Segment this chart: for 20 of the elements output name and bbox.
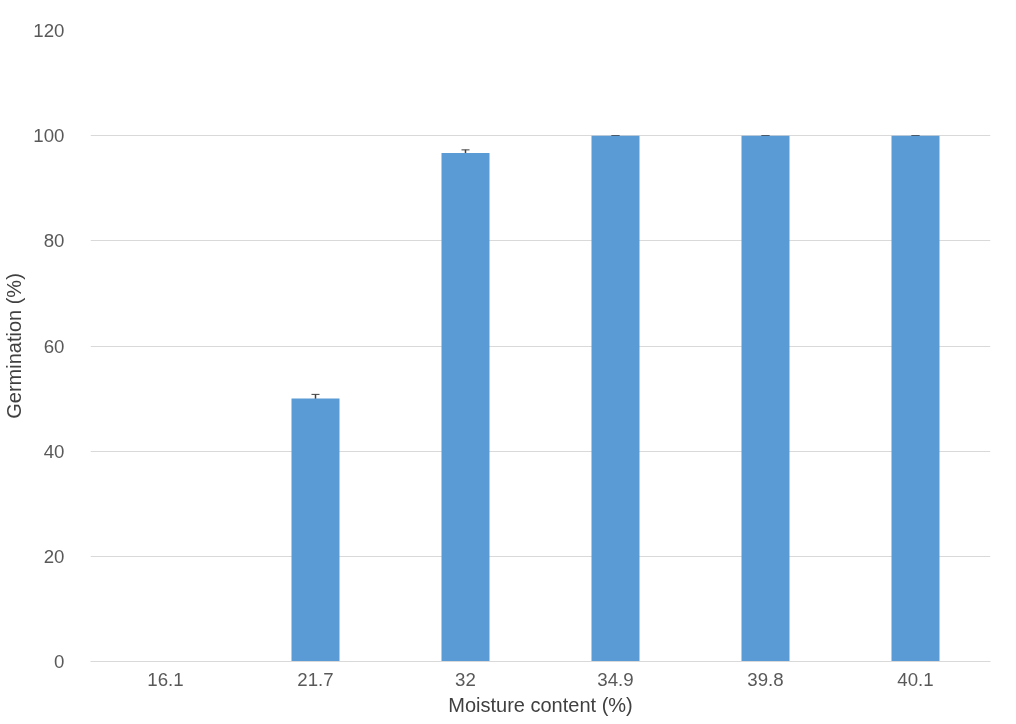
x-tick-label: 32: [455, 668, 476, 690]
y-tick-label: 20: [43, 545, 65, 567]
x-tick-label: 39.8: [747, 668, 784, 690]
y-tick-label: 80: [43, 230, 65, 252]
y-tick-label: 40: [43, 440, 65, 462]
bar: [441, 153, 490, 662]
bar: [591, 135, 640, 662]
y-tick-label: 0: [54, 651, 65, 672]
bar: [741, 135, 790, 662]
x-axis-title: Moisture content (%): [448, 693, 633, 716]
y-tick-label: 100: [33, 125, 65, 147]
x-tick-label: 21.7: [297, 668, 334, 690]
y-tick-label: 120: [33, 20, 65, 41]
x-tick-label: 16.1: [147, 668, 184, 690]
y-axis-title: Germination (%): [3, 273, 26, 419]
y-tick-label: 60: [43, 335, 65, 357]
x-tick-label: 40.1: [897, 668, 934, 690]
bar: [291, 398, 340, 662]
x-tick-label: 34.9: [597, 668, 634, 690]
bar: [891, 135, 940, 662]
